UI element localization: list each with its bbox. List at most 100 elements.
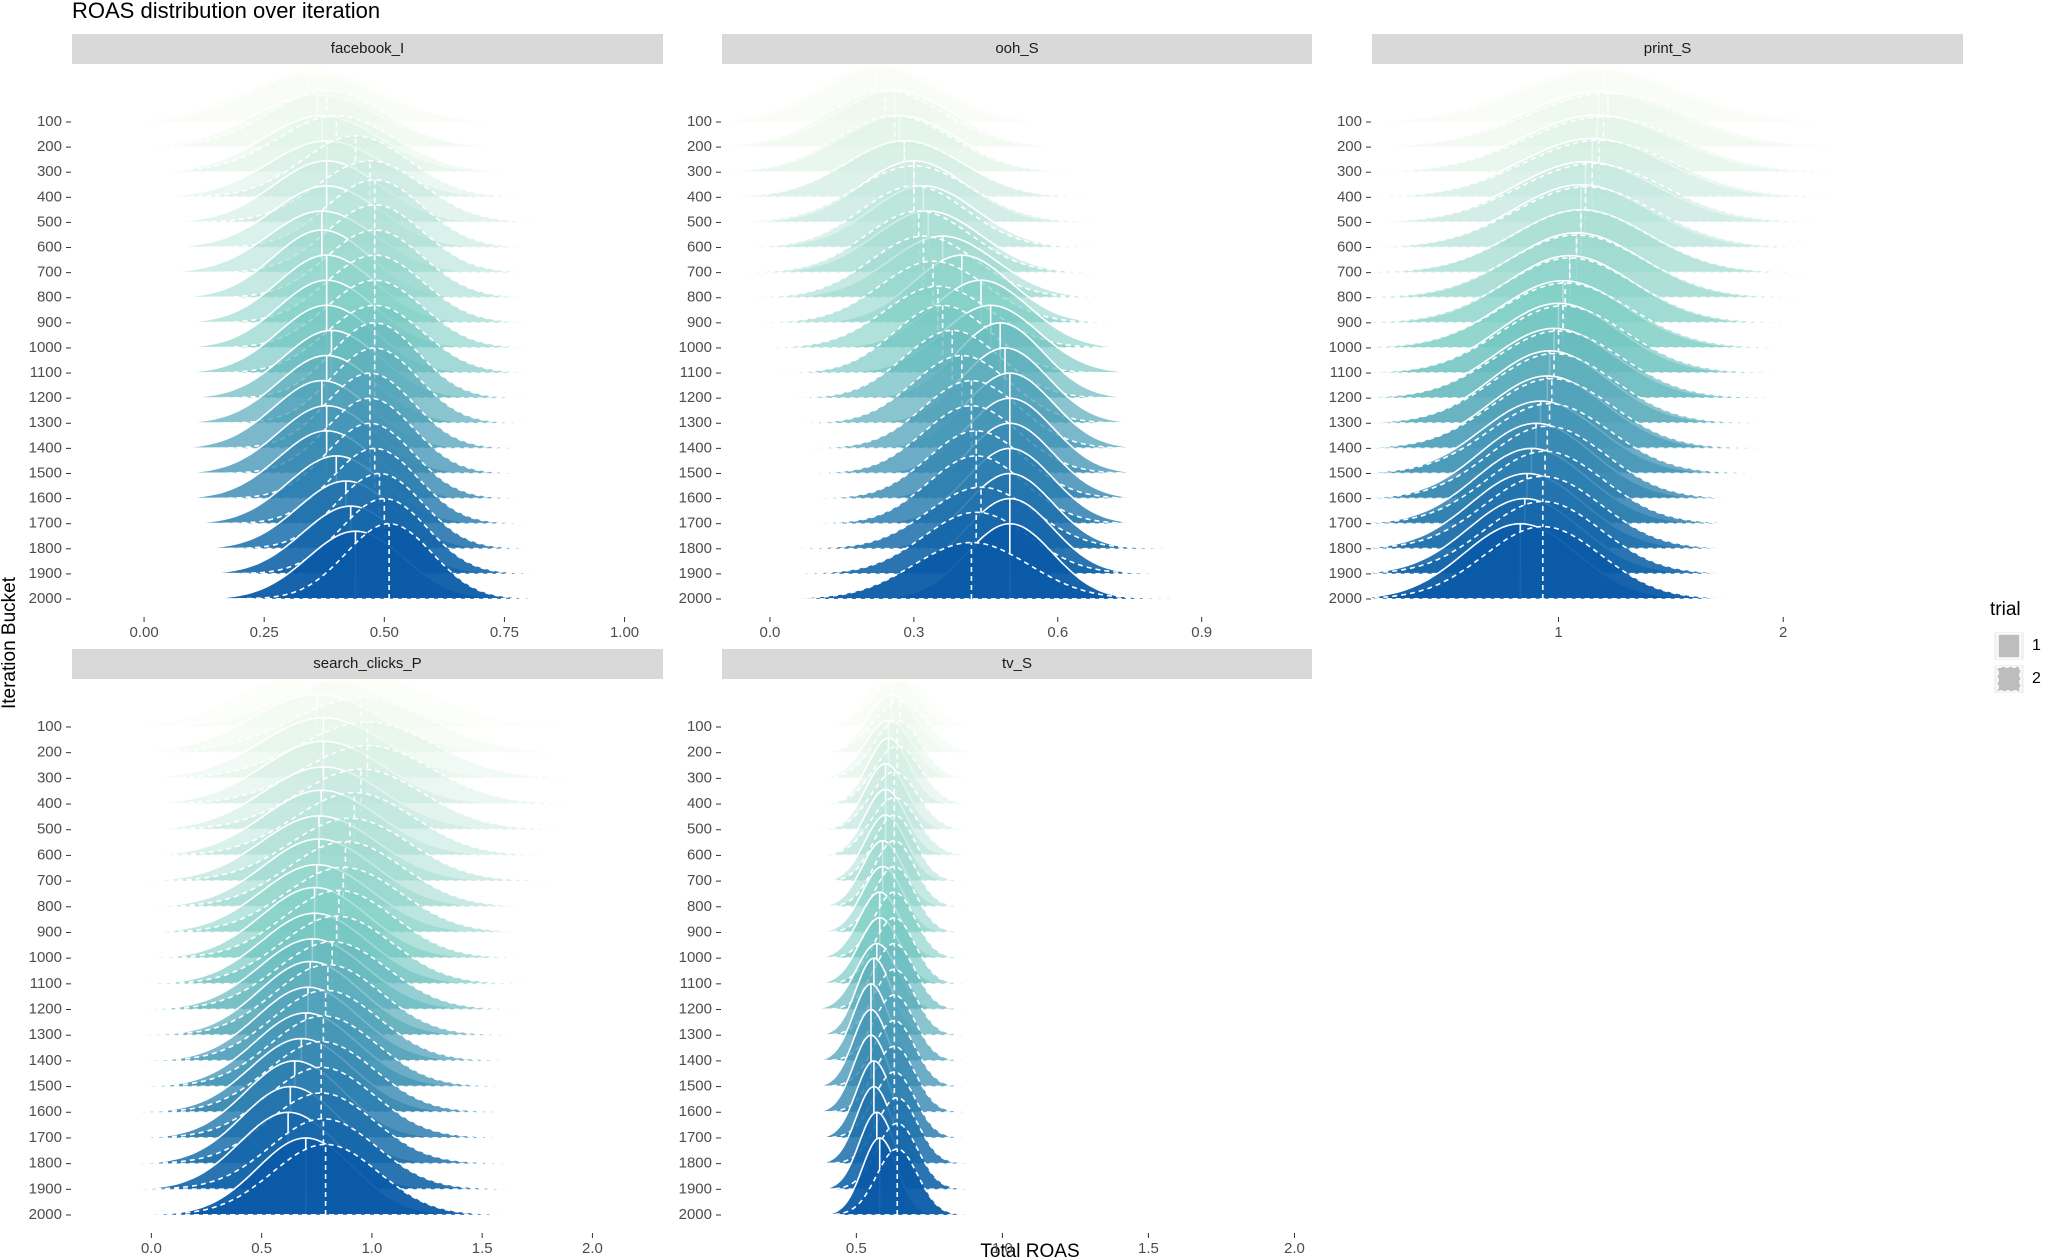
legend-label: 1 — [2032, 637, 2041, 654]
x-tick-label: 2 — [1779, 624, 1787, 641]
y-tick-label: 800 — [37, 289, 62, 306]
y-tick-label: 1000 — [1329, 339, 1362, 356]
y-tick-label: 1000 — [679, 339, 712, 356]
ridges — [1372, 67, 1887, 600]
ridge — [140, 1143, 511, 1216]
y-tick-label: 800 — [1337, 289, 1362, 306]
y-tick-label: 1400 — [679, 1052, 712, 1069]
y-tick-label: 1600 — [679, 1103, 712, 1120]
x-tick-label: 0.5 — [846, 1240, 867, 1257]
x-tick-label: 0.5 — [251, 1240, 272, 1257]
y-tick-label: 1700 — [1329, 515, 1362, 532]
x-tick-label: 2.0 — [1284, 1240, 1305, 1257]
facet-title: print_S — [1644, 40, 1692, 57]
y-tick-label: 1600 — [29, 1103, 62, 1120]
x-axis-label: Total ROAS — [980, 1241, 1079, 1258]
y-tick-label: 500 — [1337, 213, 1362, 230]
y-tick-label: 1800 — [29, 540, 62, 557]
y-tick-label: 2000 — [29, 590, 62, 607]
y-tick-label: 100 — [1337, 113, 1362, 130]
x-tick-label: 1 — [1554, 624, 1562, 641]
ridge — [722, 66, 1087, 123]
y-tick-label: 1700 — [29, 515, 62, 532]
ridge — [825, 1148, 969, 1216]
ridge — [1372, 115, 1871, 173]
legend-label: 2 — [2032, 670, 2041, 687]
y-tick-label: 1800 — [1329, 540, 1362, 557]
x-tick-label: 0.0 — [760, 624, 781, 641]
ridge — [722, 66, 1078, 123]
ridges — [722, 66, 1173, 600]
y-tick-label: 100 — [37, 113, 62, 130]
y-tick-label: 2000 — [679, 590, 712, 607]
y-tick-label: 1100 — [680, 975, 712, 992]
x-tick-label: 0.0 — [141, 1240, 162, 1257]
facet-strip — [722, 649, 1312, 679]
y-tick-label: 1600 — [679, 490, 712, 507]
y-tick-label: 800 — [37, 898, 62, 915]
x-tick-label: 1.5 — [472, 1240, 493, 1257]
y-tick-label: 900 — [687, 314, 712, 331]
facet-strip — [72, 34, 663, 64]
y-tick-label: 1100 — [30, 364, 62, 381]
facet-strip — [72, 649, 663, 679]
y-tick-label: 1800 — [29, 1155, 62, 1172]
y-tick-label: 200 — [37, 744, 62, 761]
facet-strip — [1372, 34, 1963, 64]
y-tick-label: 1200 — [679, 389, 712, 406]
ridge — [1372, 90, 1867, 148]
x-tick-label: 1.00 — [610, 624, 639, 641]
y-tick-label: 1800 — [679, 540, 712, 557]
y-tick-label: 1900 — [29, 565, 62, 582]
y-tick-label: 300 — [1337, 163, 1362, 180]
ridge — [1372, 137, 1844, 198]
legend-swatch — [1997, 633, 2021, 659]
y-tick-label: 1900 — [679, 1180, 712, 1197]
y-tick-label: 1300 — [679, 414, 712, 431]
y-tick-label: 700 — [37, 264, 62, 281]
y-tick-label: 300 — [37, 163, 62, 180]
y-tick-label: 1200 — [29, 389, 62, 406]
figure-title: ROAS distribution over iteration — [72, 0, 380, 23]
ridges — [805, 681, 993, 1216]
y-tick-label: 500 — [687, 213, 712, 230]
y-tick-label: 500 — [37, 213, 62, 230]
y-tick-label: 400 — [687, 795, 712, 812]
y-tick-label: 200 — [37, 138, 62, 155]
x-tick-label: 1.0 — [992, 1240, 1013, 1257]
y-tick-label: 1400 — [29, 439, 62, 456]
y-tick-label: 1000 — [29, 949, 62, 966]
x-tick-label: 1.0 — [361, 1240, 382, 1257]
y-tick-label: 1500 — [29, 464, 62, 481]
y-tick-label: 300 — [687, 163, 712, 180]
ridge — [1372, 67, 1868, 123]
y-tick-label: 600 — [687, 238, 712, 255]
y-tick-label: 1300 — [1329, 414, 1362, 431]
y-tick-label: 1400 — [1329, 439, 1362, 456]
facet-title: tv_S — [1002, 655, 1032, 672]
x-tick-label: 0.50 — [370, 624, 399, 641]
y-tick-label: 2000 — [1329, 590, 1362, 607]
y-tick-label: 100 — [687, 718, 712, 735]
y-tick-label: 600 — [1337, 238, 1362, 255]
y-tick-label: 1900 — [679, 565, 712, 582]
y-tick-label: 1900 — [29, 1180, 62, 1197]
y-tick-label: 800 — [687, 898, 712, 915]
y-tick-label: 400 — [1337, 188, 1362, 205]
y-tick-label: 700 — [687, 872, 712, 889]
y-tick-label: 1100 — [30, 975, 62, 992]
y-tick-label: 300 — [687, 769, 712, 786]
y-tick-label: 1500 — [1329, 464, 1362, 481]
y-tick-label: 500 — [37, 821, 62, 838]
ridge — [1372, 139, 1859, 198]
x-tick-label: 0.75 — [490, 624, 519, 641]
y-tick-label: 600 — [687, 846, 712, 863]
x-tick-label: 2.0 — [582, 1240, 603, 1257]
y-tick-label: 200 — [1337, 138, 1362, 155]
y-tick-label: 100 — [37, 718, 62, 735]
x-tick-label: 0.25 — [250, 624, 279, 641]
ridges — [72, 69, 555, 600]
y-tick-label: 1500 — [679, 464, 712, 481]
y-axis-label: Iteration Bucket — [0, 576, 20, 709]
